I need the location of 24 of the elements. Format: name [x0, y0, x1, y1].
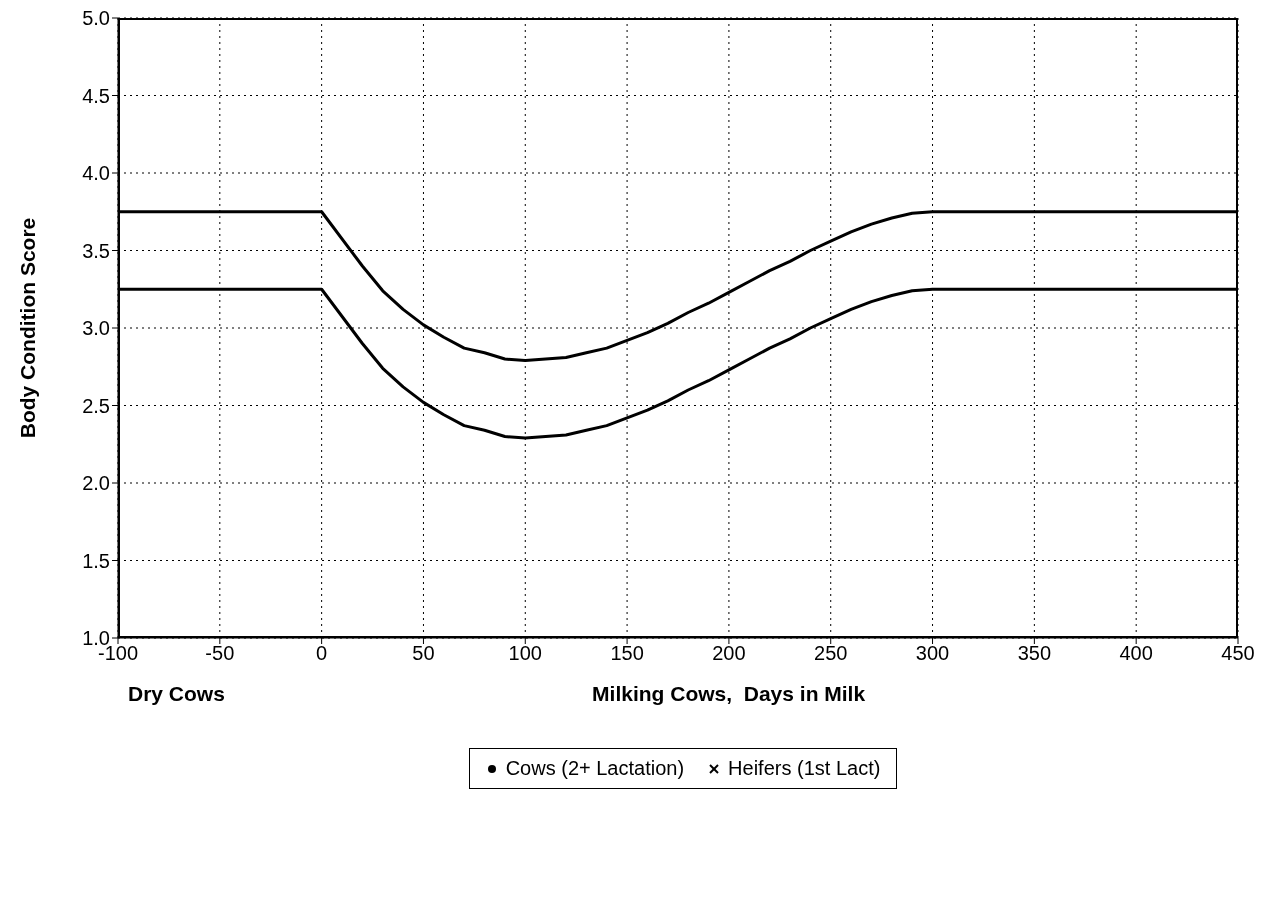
x-tick-label: 0 — [316, 642, 328, 665]
legend-label: Cows (2+ Lactation) — [504, 757, 685, 780]
x-tick-label: 250 — [814, 642, 848, 665]
y-tick-label: 3.5 — [82, 239, 110, 262]
legend-label: Heifers (1st Lact) — [727, 757, 881, 780]
x-axis-title: Milking Cows, Days in Milk — [592, 682, 866, 706]
y-tick-label: 1.5 — [82, 549, 110, 572]
y-tick-label: 4.0 — [82, 162, 110, 185]
x-tick-label: 400 — [1119, 642, 1153, 665]
text: Dry Cows — [128, 682, 225, 706]
x-tick-label: 100 — [508, 642, 542, 665]
x-tick-label: -50 — [205, 642, 235, 665]
y-tick-label: 2.5 — [82, 394, 110, 417]
x-tick-label: 50 — [412, 642, 435, 665]
x-tick-label: 350 — [1017, 642, 1052, 665]
y-axis-title: Body Condition Score — [16, 217, 40, 439]
x-tick-label: 150 — [610, 642, 644, 665]
y-tick-label: 5.0 — [82, 7, 110, 30]
y-tick-label: 3.0 — [82, 317, 110, 340]
x-tick-label: 300 — [915, 642, 950, 665]
y-tick-label: 4.5 — [82, 84, 110, 107]
x-tick-label: 200 — [712, 642, 746, 665]
x-tick-label: 450 — [1221, 642, 1255, 665]
y-tick-label: 2.0 — [82, 472, 110, 495]
